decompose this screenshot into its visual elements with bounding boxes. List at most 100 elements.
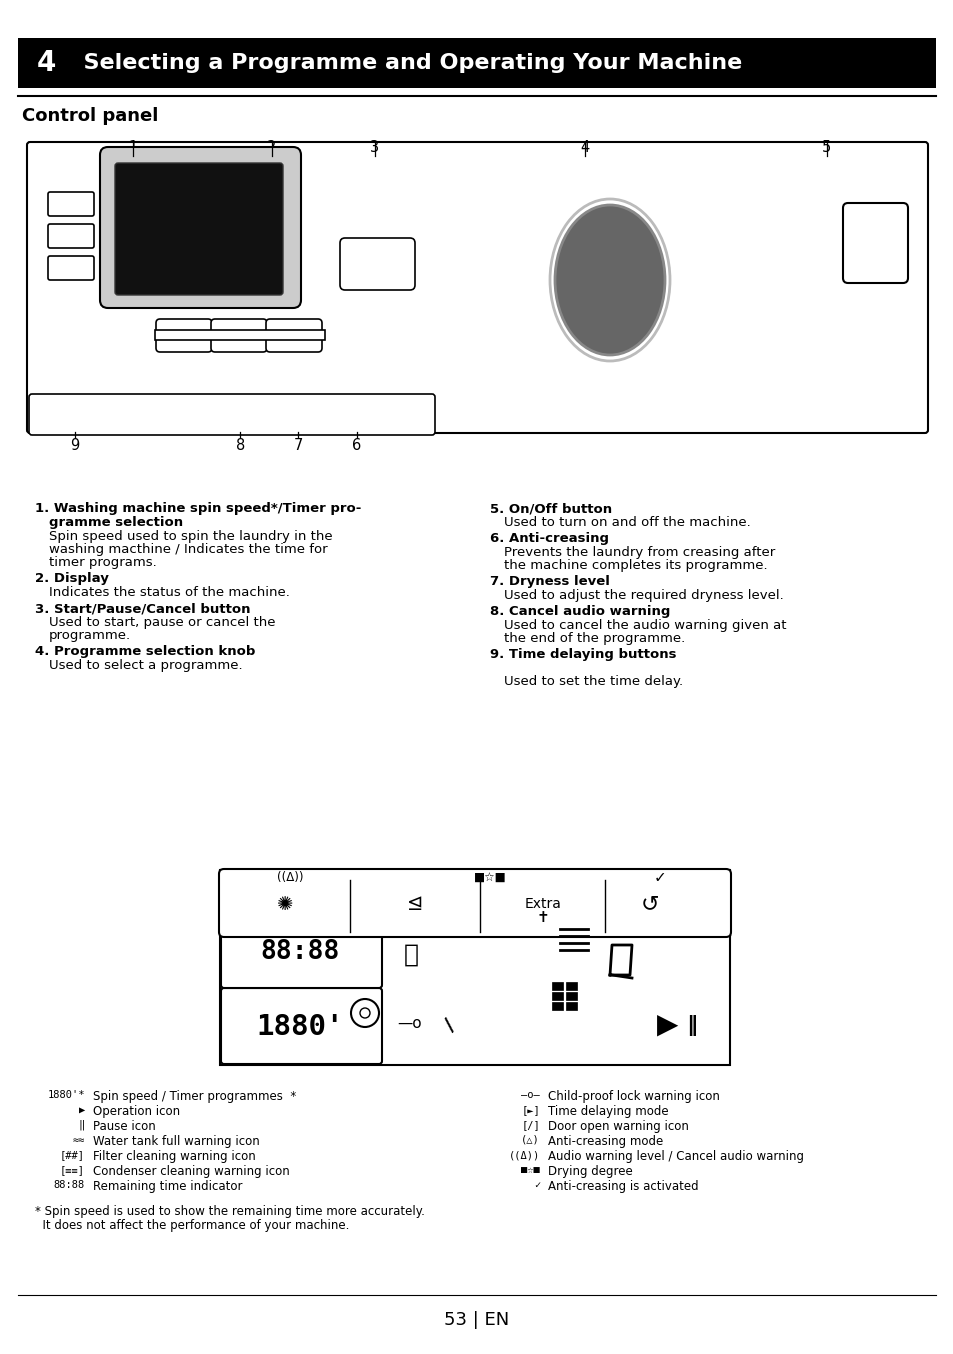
Bar [565, 992, 577, 1001]
Text: ((Δ)): ((Δ)) [276, 872, 303, 884]
Text: ✓: ✓ [533, 1179, 539, 1190]
Text: 9. Time delaying buttons: 9. Time delaying buttons [490, 649, 676, 661]
Text: [##]: [##] [60, 1150, 85, 1160]
Text: ✝: ✝ [536, 910, 549, 926]
FancyBboxPatch shape [29, 394, 435, 435]
Text: Used to select a programme.: Used to select a programme. [49, 659, 242, 672]
Text: 9: 9 [71, 437, 79, 452]
Text: Selecting a Programme and Operating Your Machine: Selecting a Programme and Operating Your… [68, 53, 741, 73]
Text: 1: 1 [128, 141, 137, 156]
Text: Anti-creasing is activated: Anti-creasing is activated [547, 1179, 698, 1193]
Text: 8. Cancel audio warning: 8. Cancel audio warning [490, 605, 670, 617]
Text: Drying degree: Drying degree [547, 1164, 632, 1178]
Text: washing macthine / Indicates the time for: washing macthine / Indicates the time fo… [49, 543, 327, 556]
Bar [565, 1002, 577, 1010]
Text: Child-proof lock warning icon: Child-proof lock warning icon [547, 1090, 720, 1104]
Text: 6. Anti-creasing: 6. Anti-creasing [490, 532, 608, 546]
Bar [552, 992, 562, 1001]
Text: 1880': 1880' [256, 1013, 343, 1041]
Text: 88:88: 88:88 [53, 1179, 85, 1190]
Text: the end of the programme.: the end of the programme. [503, 632, 684, 645]
FancyBboxPatch shape [100, 148, 301, 307]
Text: 8: 8 [235, 437, 245, 452]
Text: timer programs.: timer programs. [49, 556, 156, 569]
Text: 4: 4 [36, 49, 55, 77]
Text: Control panel: Control panel [22, 107, 158, 125]
Text: —o—: —o— [520, 1090, 539, 1099]
Text: Used to cancel the audio warning given at: Used to cancel the audio warning given a… [503, 619, 785, 632]
FancyBboxPatch shape [842, 203, 907, 283]
Text: Audio warning level / Cancel audio warning: Audio warning level / Cancel audio warni… [547, 1150, 803, 1163]
FancyBboxPatch shape [115, 162, 283, 295]
Text: 3: 3 [370, 141, 378, 156]
Text: Anti-creasing mode: Anti-creasing mode [547, 1135, 662, 1148]
Text: 5: 5 [821, 141, 830, 156]
Text: Filter cleaning warning icon: Filter cleaning warning icon [92, 1150, 255, 1163]
FancyBboxPatch shape [221, 988, 381, 1064]
Text: [/]: [/] [520, 1120, 539, 1131]
Text: * Spin speed is used to show the remaining time more accurately.: * Spin speed is used to show the remaini… [35, 1205, 424, 1219]
Text: 5. On/Off button: 5. On/Off button [490, 502, 612, 515]
Bar [565, 982, 577, 990]
Text: Condenser cleaning warning icon: Condenser cleaning warning icon [92, 1164, 290, 1178]
FancyBboxPatch shape [211, 320, 267, 352]
Text: 88:88: 88:88 [260, 940, 339, 965]
Text: ✺: ✺ [276, 895, 293, 914]
Text: ≈≈: ≈≈ [72, 1135, 85, 1145]
Text: It does not affect the performance of your machine.: It does not affect the performance of yo… [35, 1219, 349, 1232]
FancyBboxPatch shape [339, 238, 415, 290]
Text: —o: —o [397, 1016, 422, 1030]
Text: Remaining time indicator: Remaining time indicator [92, 1179, 242, 1193]
Text: the machine completes its programme.: the machine completes its programme. [503, 559, 767, 571]
Text: ⏳: ⏳ [403, 942, 418, 967]
Text: Door open warning icon: Door open warning icon [547, 1120, 688, 1133]
Text: Spin speed / Timer programmes  *: Spin speed / Timer programmes * [92, 1090, 296, 1104]
Text: Prevents the laundry from creasing after: Prevents the laundry from creasing after [503, 546, 775, 559]
Text: 3. Start/Pause/Cancel button: 3. Start/Pause/Cancel button [35, 603, 251, 615]
Text: Used to start, pause or cancel the: Used to start, pause or cancel the [49, 616, 275, 630]
FancyBboxPatch shape [156, 320, 212, 352]
Text: 6: 6 [352, 437, 361, 452]
Bar [552, 982, 562, 990]
Text: 1. Washing machine spin speed*/Timer pro-: 1. Washing machine spin speed*/Timer pro… [35, 502, 361, 515]
Bar [552, 1002, 562, 1010]
FancyBboxPatch shape [48, 223, 94, 248]
Bar [18, 38, 935, 88]
Text: 7: 7 [294, 437, 303, 452]
Text: ⊴: ⊴ [406, 895, 423, 914]
Text: ‖: ‖ [685, 1014, 697, 1036]
Bar [220, 871, 729, 1066]
Text: 7. Dryness level: 7. Dryness level [490, 575, 609, 588]
Text: ↺: ↺ [640, 894, 659, 914]
Text: 4: 4 [579, 141, 589, 156]
Text: Pause icon: Pause icon [92, 1120, 155, 1133]
FancyBboxPatch shape [154, 330, 325, 340]
Ellipse shape [555, 204, 664, 355]
Text: Operation icon: Operation icon [92, 1105, 180, 1118]
FancyBboxPatch shape [48, 256, 94, 280]
Text: ▶: ▶ [79, 1105, 85, 1114]
Text: [≡≡]: [≡≡] [60, 1164, 85, 1175]
Text: 2: 2 [267, 141, 276, 156]
Text: Time delaying mode: Time delaying mode [547, 1105, 668, 1118]
Text: ▶: ▶ [657, 1011, 678, 1039]
Text: 53 | EN: 53 | EN [444, 1311, 509, 1330]
FancyBboxPatch shape [266, 320, 322, 352]
Text: Spin speed used to spin the laundry in the: Spin speed used to spin the laundry in t… [49, 529, 333, 543]
Text: 4. Programme selection knob: 4. Programme selection knob [35, 645, 255, 658]
Text: Extra: Extra [524, 896, 561, 911]
Text: programme.: programme. [49, 630, 131, 642]
Text: ((Δ)): ((Δ)) [508, 1150, 539, 1160]
Text: ‖: ‖ [79, 1120, 85, 1131]
Text: Used to set the time delay.: Used to set the time delay. [503, 676, 682, 688]
Text: Used to adjust the required dryness level.: Used to adjust the required dryness leve… [503, 589, 783, 603]
Text: Water tank full warning icon: Water tank full warning icon [92, 1135, 259, 1148]
FancyBboxPatch shape [221, 914, 381, 988]
Text: Indicates the status of the machine.: Indicates the status of the machine. [49, 586, 290, 598]
Text: 1880'*: 1880'* [48, 1090, 85, 1099]
Text: 2. Display: 2. Display [35, 571, 109, 585]
Text: ✓: ✓ [653, 871, 666, 886]
Text: Used to turn on and off the machine.: Used to turn on and off the machine. [503, 516, 750, 529]
Text: [►]: [►] [520, 1105, 539, 1114]
Text: ■☆■: ■☆■ [473, 872, 506, 884]
